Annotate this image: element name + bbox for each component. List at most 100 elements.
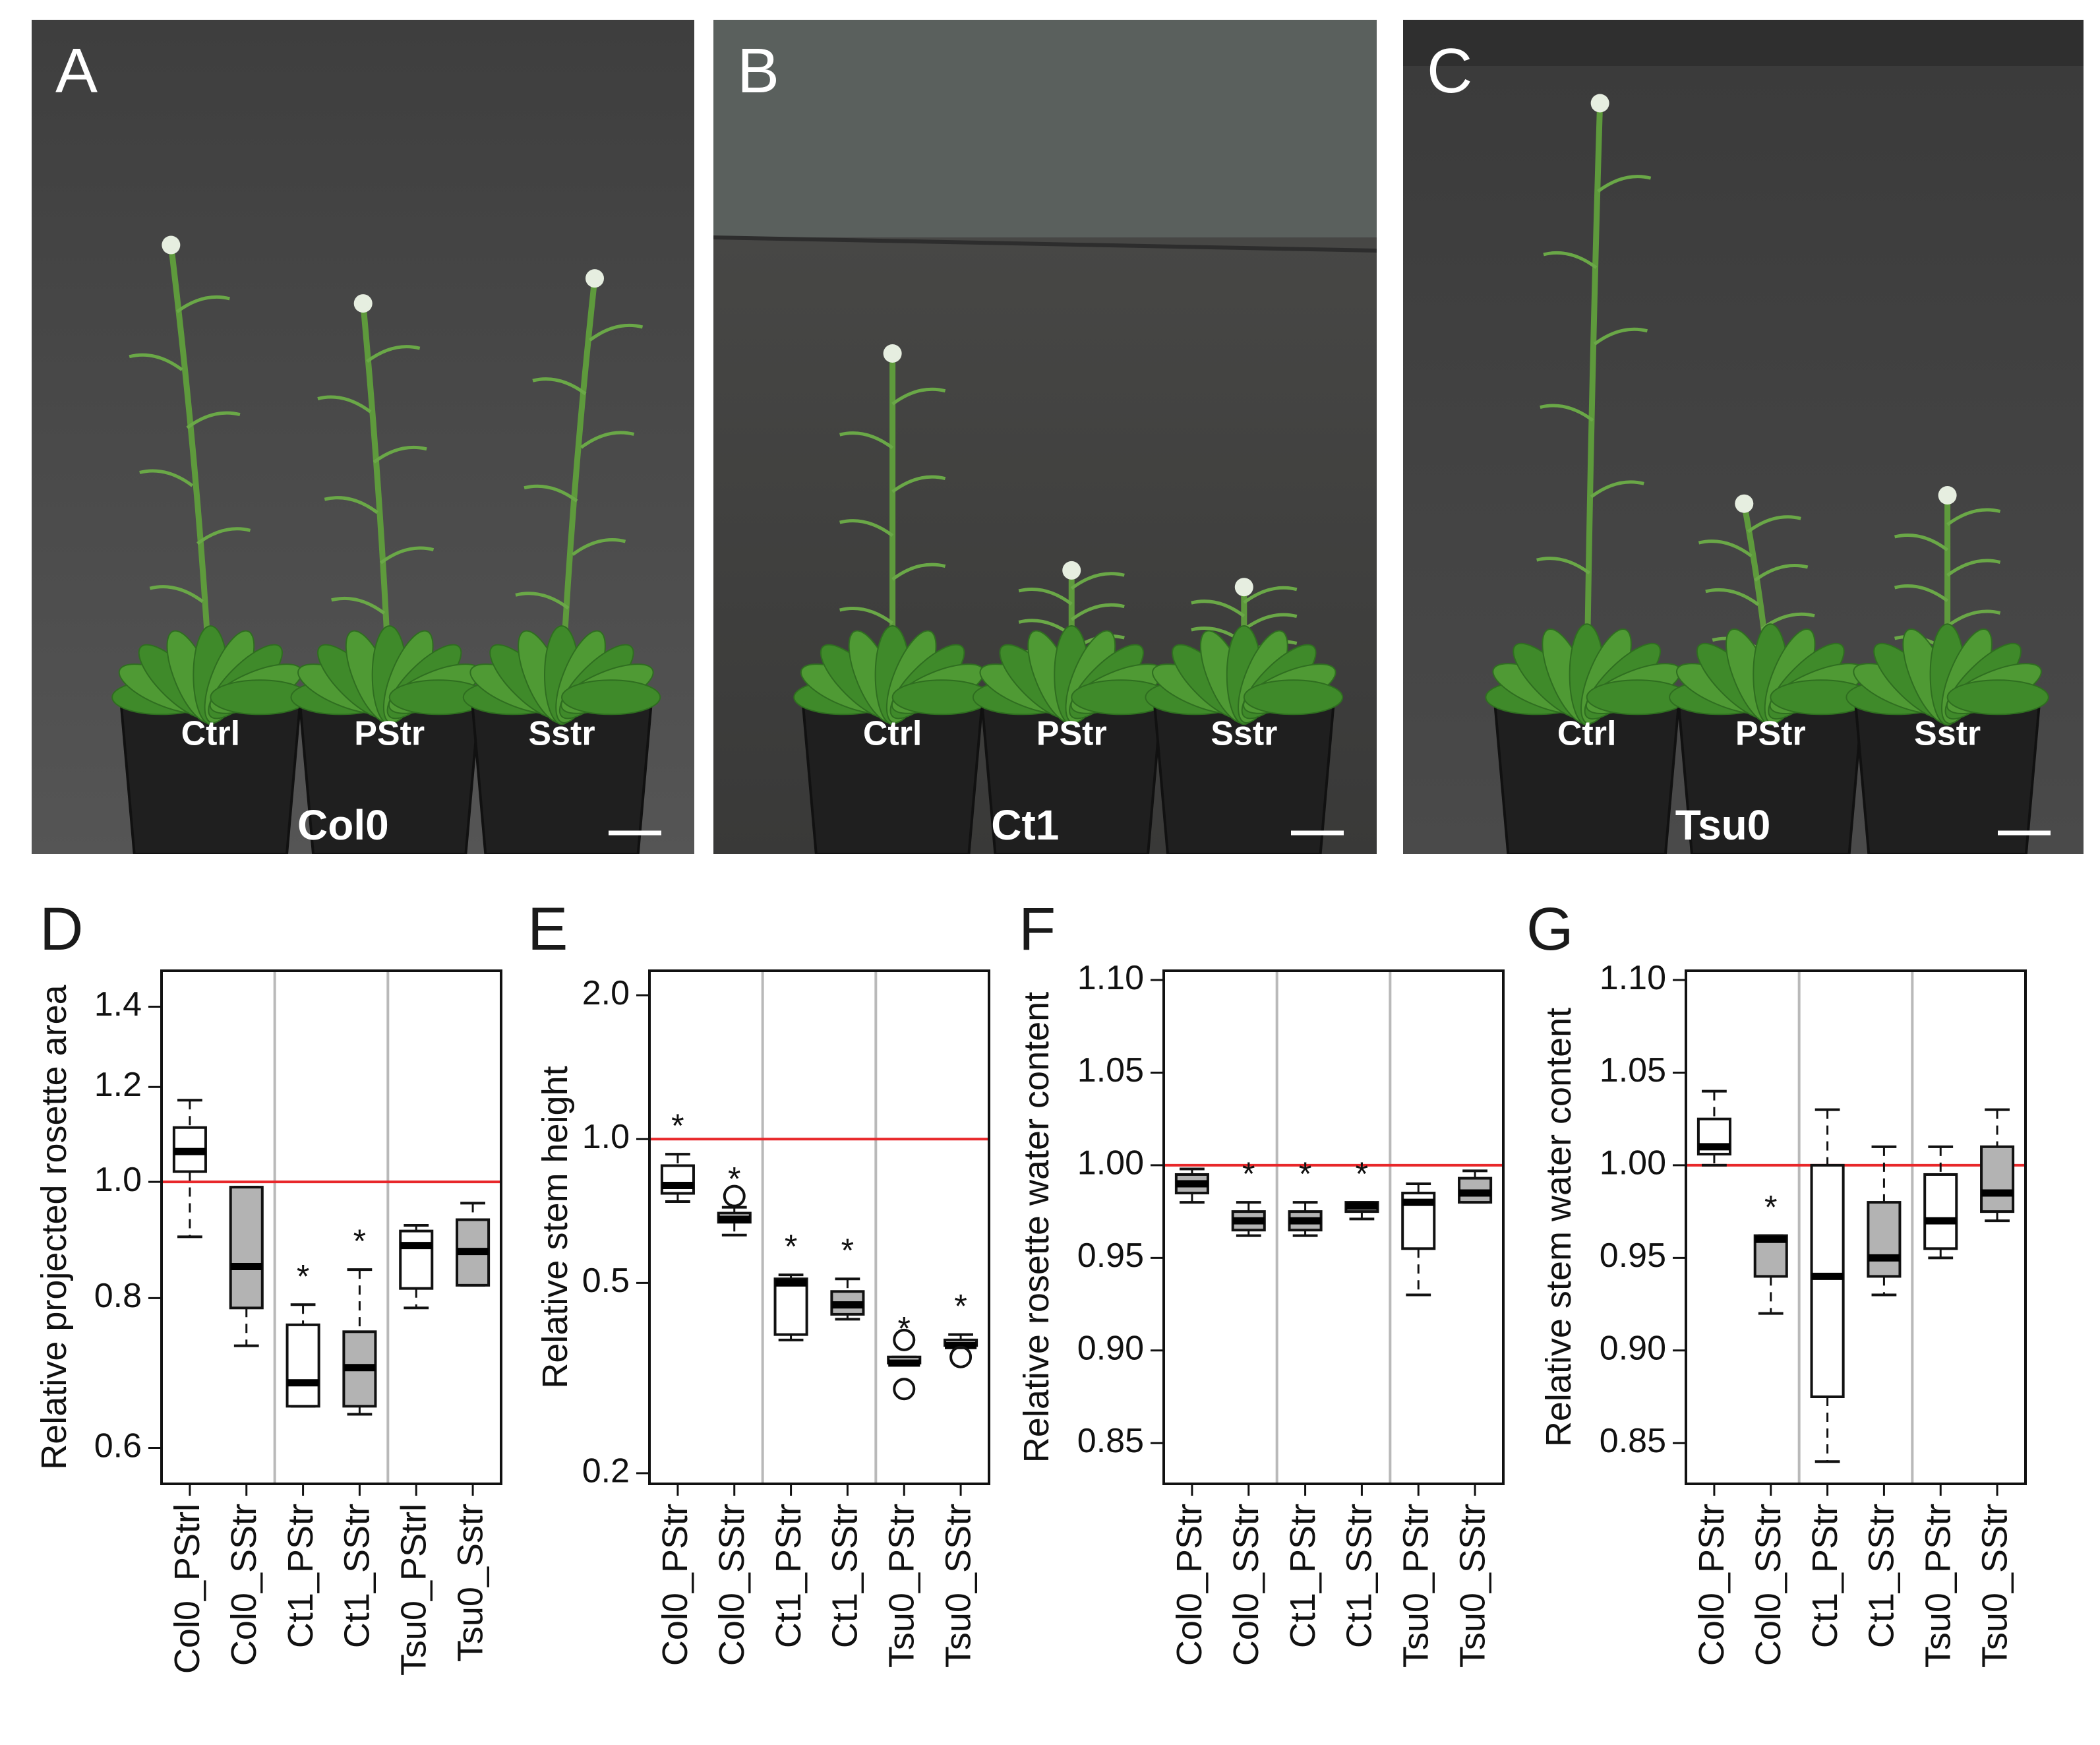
box-Tsu0_SStr: Tsu0_SStr <box>1453 1169 1492 1668</box>
box-Ct1_SStr: * Ct1_SStr <box>1340 1155 1379 1648</box>
plant-branch <box>175 295 230 313</box>
significance-star: * <box>671 1107 684 1144</box>
significance-star: * <box>898 1310 911 1347</box>
x-tick-label: Ct1_SStr <box>1340 1504 1379 1648</box>
y-tick-label: 1.4 <box>94 985 142 1024</box>
box-iqr <box>1923 1173 1958 1250</box>
photo-panel-b: Ctrl PStr Sstr Ct1 B <box>713 20 1377 854</box>
box-Col0_PStr: Col0_PStr <box>1692 1089 1731 1666</box>
box-iqr <box>456 1218 491 1287</box>
box-iqr <box>229 1186 264 1310</box>
plant-branch <box>324 496 378 514</box>
y-tick-label: 0.90 <box>1600 1330 1666 1368</box>
y-tick-label: 0.8 <box>94 1277 142 1315</box>
y-tick-label: 0.6 <box>94 1426 142 1465</box>
outlier-point <box>893 1328 916 1351</box>
panel-letter: G <box>1526 896 1574 963</box>
box-iqr <box>1401 1192 1436 1250</box>
y-tick-label: 1.05 <box>1077 1051 1144 1089</box>
plot-frame <box>1162 969 1505 1485</box>
plant-branch <box>1590 480 1644 499</box>
plant-branch <box>1018 588 1073 605</box>
y-axis-label: Relative rosette water content <box>1017 992 1056 1463</box>
box-Col0_PStrl: Col0_PStrl <box>167 1099 207 1674</box>
rosette-leaf <box>1946 679 2049 716</box>
panel-letter: C <box>1427 36 1472 106</box>
plant-branch <box>1070 572 1125 590</box>
y-tick-label: 0.85 <box>1077 1422 1144 1460</box>
genotype-label: Ct1 <box>991 801 1059 849</box>
box-iqr <box>944 1338 978 1347</box>
x-tick-label: Tsu0_Sstr <box>450 1504 490 1662</box>
x-tick-label: Col0_PStrl <box>167 1504 207 1674</box>
flower-cluster <box>883 344 902 363</box>
plant-branch <box>891 563 946 581</box>
plant-photo: Ctrl PStr Sstr Ct1 B <box>713 20 1377 854</box>
plot-frame <box>1685 969 2027 1485</box>
x-tick-label: Col0_PStr <box>1170 1504 1209 1666</box>
y-axis-label: Relative stem height <box>535 1066 575 1388</box>
y-tick-label: 0.5 <box>582 1262 630 1300</box>
box-Ct1_PStr: * Ct1_PStr <box>1283 1155 1323 1648</box>
significance-star: * <box>297 1258 309 1295</box>
flower-cluster <box>1234 578 1253 597</box>
box-Tsu0_PStrl: Tsu0_PStrl <box>394 1224 434 1676</box>
plant-branch <box>1543 251 1598 269</box>
flower-cluster <box>1735 494 1754 513</box>
box-iqr <box>1344 1201 1379 1213</box>
plant-branch <box>1698 539 1753 558</box>
plant-branch <box>373 445 427 464</box>
box-Col0_PStr: * Col0_PStr <box>655 1107 695 1666</box>
box-Ct1_PStr: * Ct1_PStr <box>281 1258 320 1648</box>
outlier-point <box>723 1184 746 1208</box>
plant-branch <box>1540 404 1594 422</box>
flower-cluster <box>1938 486 1957 505</box>
box-Ct1_SStr: * Ct1_SStr <box>338 1223 377 1648</box>
pot-label: Ctrl <box>863 714 922 752</box>
x-tick-label: Col0_PStr <box>1692 1504 1731 1666</box>
pot-label: PStr <box>1735 714 1806 752</box>
box-iqr <box>717 1211 752 1224</box>
y-tick-label: 2.0 <box>582 974 630 1012</box>
panel-letter: E <box>527 896 568 963</box>
plant-branch <box>139 469 194 487</box>
plant-branch <box>1243 586 1298 604</box>
plant-branch <box>366 345 421 363</box>
plant-branch <box>1705 588 1760 606</box>
plant-branch <box>515 592 570 610</box>
rosette-leaf <box>561 679 661 716</box>
pot-label: Sstr <box>528 714 595 752</box>
plant-branch <box>1243 613 1298 631</box>
flower-cluster <box>162 235 181 255</box>
photo-wall <box>713 20 1377 237</box>
plant-branch <box>1946 508 2001 526</box>
box-iqr <box>1810 1163 1845 1398</box>
box-iqr <box>1753 1234 1788 1278</box>
box-iqr <box>830 1290 865 1316</box>
box-iqr <box>399 1229 434 1290</box>
plant-branch <box>1946 609 2001 628</box>
panel-letter: A <box>55 36 98 106</box>
x-tick-label: Ct1_PStr <box>281 1504 320 1648</box>
plant-branch <box>839 431 894 450</box>
x-tick-label: Col0_PStr <box>655 1504 695 1666</box>
plant-photo: Ctrl PStr Sstr Tsu0 C <box>1403 20 2084 854</box>
plant-branch <box>317 395 372 413</box>
plant-branch <box>186 411 241 429</box>
outlier-point <box>949 1345 973 1368</box>
x-tick-label: Tsu0_PStr <box>1919 1504 1958 1668</box>
x-tick-label: Col0_SStr <box>712 1504 752 1666</box>
plant-branch <box>129 353 183 371</box>
significance-star: * <box>1242 1155 1255 1192</box>
rosette-leaf <box>1243 679 1344 716</box>
box-iqr <box>1867 1201 1902 1278</box>
significance-star: * <box>1356 1155 1368 1192</box>
x-tick-label: Tsu0_SStr <box>938 1504 978 1668</box>
box-iqr <box>1288 1210 1323 1232</box>
box-Ct1_SStr: * Ct1_SStr <box>825 1232 865 1648</box>
x-tick-label: Col0_SStr <box>224 1504 264 1666</box>
panel-letter: D <box>40 896 83 963</box>
plant-branch <box>1946 559 2001 577</box>
box-Tsu0_SStr: Tsu0_SStr <box>1975 1108 2014 1668</box>
x-tick-label: Ct1_SStr <box>825 1504 865 1648</box>
